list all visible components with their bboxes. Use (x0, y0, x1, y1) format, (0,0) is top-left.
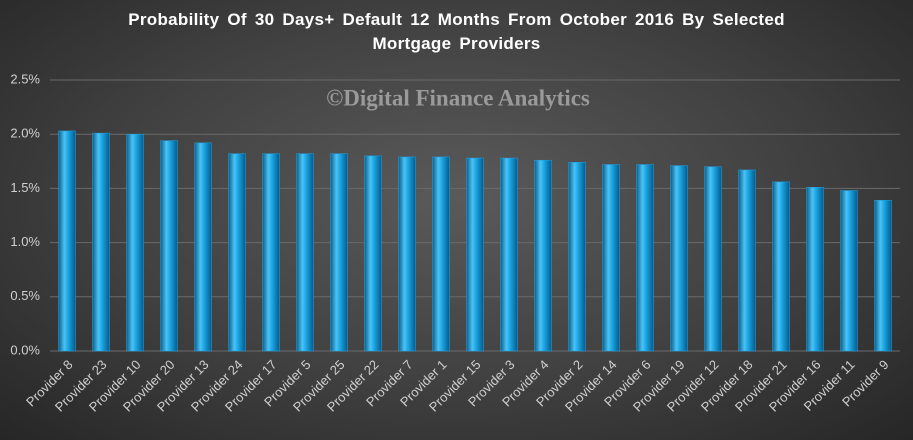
bar (534, 159, 552, 352)
bar (194, 142, 212, 352)
bar (704, 166, 722, 352)
bar (806, 187, 824, 352)
bar (840, 190, 858, 352)
title-box: Probability Of 30 Days+ Default 12 Month… (0, 8, 913, 56)
chart-title: Probability Of 30 Days+ Default 12 Month… (128, 10, 785, 53)
y-tick-label: 1.0% (10, 234, 40, 249)
watermark: ©Digital Finance Analytics (326, 85, 590, 110)
bar (466, 157, 484, 352)
y-tick-label: 2.5% (10, 71, 40, 86)
bar (568, 162, 586, 352)
bar (432, 156, 450, 352)
y-tick-label: 2.0% (10, 126, 40, 141)
bar (398, 156, 416, 352)
bar (126, 133, 144, 352)
bar (738, 169, 756, 352)
bar (92, 132, 110, 352)
bar (874, 200, 892, 352)
bar (262, 153, 280, 352)
bar (160, 140, 178, 352)
bar (670, 165, 688, 352)
bar (500, 157, 518, 352)
bar (228, 153, 246, 352)
bar (636, 164, 654, 352)
bar (772, 181, 790, 352)
bar (364, 155, 382, 352)
bar (330, 153, 348, 352)
bar (602, 164, 620, 352)
y-tick-label: 0.5% (10, 288, 40, 303)
y-tick-label: 0.0% (10, 342, 40, 357)
y-tick-label: 1.5% (10, 180, 40, 195)
bar (296, 153, 314, 352)
bar (58, 130, 76, 352)
